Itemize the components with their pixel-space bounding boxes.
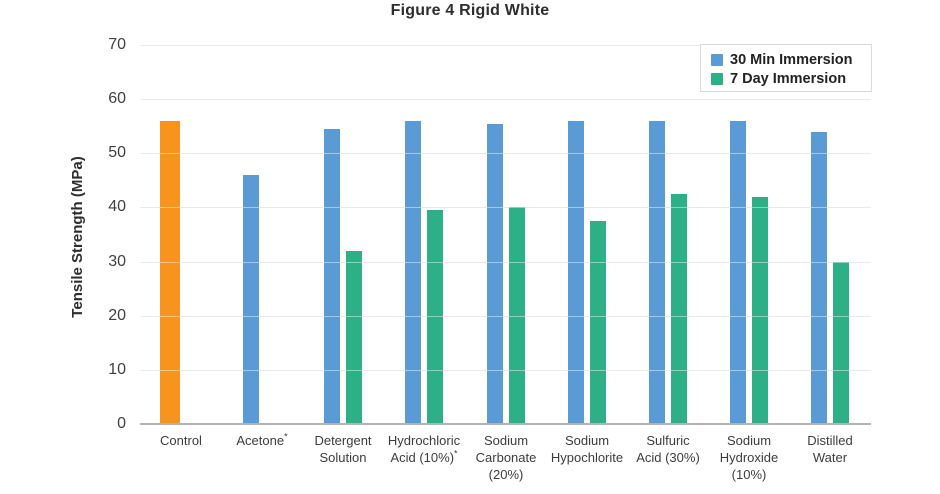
x-label-sodium-hydroxide-10: Sodium Hydroxide (10%) — [719, 433, 779, 482]
x-label-control: Control — [160, 433, 202, 448]
bar-30min-sulfuric-acid-30 — [649, 121, 665, 424]
legend-label-30min: 30 Min Immersion — [730, 51, 853, 68]
legend-swatch-7day-icon — [711, 72, 723, 85]
chart-title: Figure 4 Rigid White — [390, 2, 550, 19]
plot-area: 30 Min Immersion 7 Day Immersion — [140, 44, 872, 425]
y-tick-30: 30 — [108, 253, 126, 270]
y-tick-50: 50 — [108, 144, 126, 161]
y-tick-70: 70 — [108, 36, 126, 53]
bar-30min-detergent-solution — [324, 129, 340, 424]
bar-7day-hydrochloric-acid-10 — [427, 210, 443, 424]
x-label-detergent-solution: Detergent Solution — [314, 433, 372, 465]
y-tick-10: 10 — [108, 361, 126, 378]
bar-30min-sodium-hypochlorite — [568, 121, 584, 424]
y-tick-20: 20 — [108, 307, 126, 324]
bar-7day-sodium-hypochlorite — [590, 221, 606, 424]
x-label-sodium-carbonate-20: Sodium Carbonate (20%) — [475, 433, 537, 482]
y-tick-40: 40 — [108, 198, 126, 215]
x-label-acetone: Acetone* — [236, 431, 288, 448]
legend-label-7day: 7 Day Immersion — [730, 70, 847, 87]
gridline-overlay-60 — [140, 99, 871, 100]
gridline-40 — [140, 207, 871, 208]
gridline-overlay-50 — [140, 153, 871, 154]
gridline-70 — [140, 45, 871, 46]
y-tick-60: 60 — [108, 90, 126, 107]
y-tick-0: 0 — [117, 415, 126, 432]
gridline-30 — [140, 262, 871, 263]
gridline-60 — [140, 99, 871, 100]
bar-30min-acetone — [243, 175, 259, 424]
gridline-50 — [140, 153, 871, 154]
bar-control — [160, 121, 180, 424]
gridline-overlay-10 — [140, 370, 871, 371]
gridline-overlay-70 — [140, 45, 871, 46]
bar-7day-distilled-water — [833, 262, 849, 424]
gridline-10 — [140, 370, 871, 371]
bar-7day-detergent-solution — [346, 251, 362, 424]
bar-30min-distilled-water — [811, 132, 827, 424]
gridline-overlay-30 — [140, 262, 871, 263]
x-label-sodium-hypochlorite: Sodium Hypochlorite — [550, 433, 624, 465]
x-label-hydrochloric-acid-10: Hydrochloric Acid (10%)* — [387, 433, 461, 465]
x-axis-line — [140, 423, 871, 425]
bar-7day-sulfuric-acid-30 — [671, 194, 687, 424]
bar-7day-sodium-hydroxide-10 — [752, 197, 768, 424]
gridline-overlay-40 — [140, 207, 871, 208]
bar-7day-sodium-carbonate-20 — [509, 207, 525, 424]
x-label-sulfuric-acid-30: Sulfuric Acid (30%) — [636, 433, 700, 465]
legend-row-7day: 7 Day Immersion — [711, 69, 871, 88]
gridline-20 — [140, 316, 871, 317]
bar-30min-hydrochloric-acid-10 — [405, 121, 421, 424]
bar-30min-sodium-hydroxide-10 — [730, 121, 746, 424]
bar-30min-sodium-carbonate-20 — [487, 124, 503, 424]
gridline-overlay-20 — [140, 316, 871, 317]
legend-box: 30 Min Immersion 7 Day Immersion — [700, 44, 872, 92]
x-label-distilled-water: Distilled Water — [807, 433, 853, 465]
legend-row-30min: 30 Min Immersion — [711, 50, 871, 69]
legend-swatch-30min-icon — [711, 53, 723, 66]
